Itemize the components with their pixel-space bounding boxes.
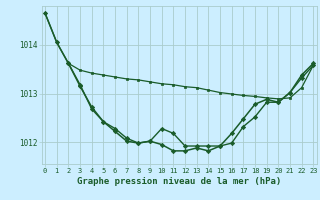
- X-axis label: Graphe pression niveau de la mer (hPa): Graphe pression niveau de la mer (hPa): [77, 177, 281, 186]
